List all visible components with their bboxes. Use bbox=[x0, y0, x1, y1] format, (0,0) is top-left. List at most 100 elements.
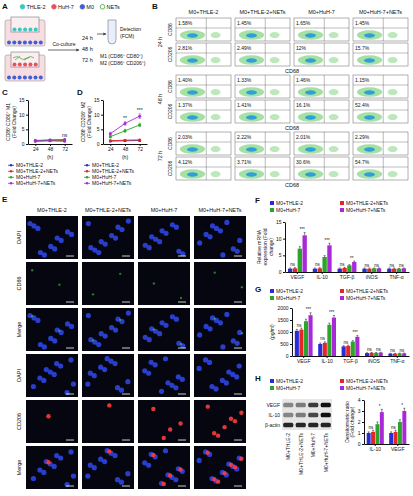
series-line bbox=[110, 139, 139, 141]
axis-title: CD68 bbox=[285, 182, 299, 188]
nucleus bbox=[52, 338, 57, 343]
tick-mark bbox=[362, 433, 364, 434]
nucleus bbox=[207, 360, 212, 365]
signal bbox=[58, 329, 60, 331]
tick: 10 bbox=[276, 236, 285, 242]
nucleus bbox=[112, 361, 117, 366]
band bbox=[283, 423, 293, 427]
gate-value: 2.01% bbox=[296, 134, 311, 140]
plot-frame bbox=[353, 43, 408, 66]
event-core bbox=[246, 33, 257, 37]
legend-icon bbox=[80, 5, 85, 10]
time-label: 72 h bbox=[82, 57, 93, 63]
flow-plot bbox=[353, 18, 408, 41]
nucleus bbox=[92, 465, 97, 470]
event-cloud bbox=[388, 171, 398, 177]
gate-line bbox=[324, 132, 325, 155]
bar bbox=[365, 353, 369, 356]
signal bbox=[107, 403, 111, 407]
nucleus bbox=[180, 343, 185, 348]
nucleus bbox=[115, 317, 120, 322]
tick: TGF-β bbox=[343, 356, 358, 364]
band bbox=[296, 413, 306, 417]
row-label: CD206 bbox=[16, 413, 22, 430]
nucleus bbox=[41, 470, 46, 475]
event-cloud bbox=[298, 112, 323, 122]
tick: VEGF bbox=[291, 272, 305, 280]
tick: 0 bbox=[279, 269, 285, 275]
tick-label: IL-10 bbox=[316, 274, 328, 280]
gate-line bbox=[383, 100, 384, 123]
axis-title: CD86 bbox=[167, 137, 173, 150]
cell bbox=[18, 63, 22, 67]
gate-value: 54.7% bbox=[355, 159, 370, 165]
row-label: 72 h bbox=[157, 151, 163, 162]
nucleus bbox=[102, 367, 107, 372]
plot-marks bbox=[295, 313, 406, 356]
gate-line bbox=[353, 85, 408, 86]
significance: ns bbox=[368, 425, 374, 430]
significance: *** bbox=[137, 107, 143, 113]
event-core bbox=[364, 58, 375, 62]
significance: *** bbox=[352, 330, 358, 335]
signal bbox=[162, 482, 166, 486]
signal bbox=[58, 283, 60, 285]
panel-letter: E bbox=[2, 195, 8, 204]
gate-line bbox=[235, 142, 290, 143]
tick-mark bbox=[290, 320, 292, 321]
readout-label: M2 (CD86⁺ CD206⁺) bbox=[100, 60, 146, 66]
micrograph bbox=[26, 308, 78, 351]
event-core bbox=[305, 115, 316, 119]
band bbox=[321, 403, 331, 407]
legend-label: THLE-2 bbox=[27, 4, 46, 10]
image-ground bbox=[26, 446, 78, 489]
signal bbox=[168, 427, 172, 431]
data-point bbox=[138, 139, 141, 142]
error-bar bbox=[333, 315, 335, 317]
image-ground bbox=[82, 354, 134, 397]
gate-line bbox=[383, 132, 384, 155]
flow-plot bbox=[294, 18, 349, 41]
bar bbox=[370, 353, 374, 356]
micrograph bbox=[138, 262, 190, 305]
error-bar bbox=[371, 352, 373, 353]
cell bbox=[18, 76, 22, 80]
tick-label: 2000 bbox=[277, 305, 288, 311]
event-cloud bbox=[211, 114, 221, 120]
tick: iNOS bbox=[366, 272, 379, 280]
gate-line bbox=[265, 43, 266, 66]
y-axis: 051015 bbox=[94, 97, 104, 147]
event-core bbox=[187, 90, 198, 94]
signal bbox=[178, 421, 182, 425]
error-bar bbox=[124, 122, 126, 126]
tick: 10 bbox=[94, 112, 103, 118]
micrograph bbox=[194, 216, 246, 259]
cell bbox=[34, 41, 38, 45]
band-label: β-actin bbox=[265, 422, 280, 428]
nucleus bbox=[69, 232, 74, 237]
nucleus bbox=[163, 323, 168, 328]
scale-bar bbox=[66, 256, 74, 257]
nucleus bbox=[85, 474, 90, 479]
bar bbox=[323, 343, 327, 356]
event-cloud bbox=[388, 32, 398, 38]
column-header: M0+HuH-7 bbox=[151, 207, 178, 213]
row-label: DAPI bbox=[16, 231, 22, 244]
plot-marks bbox=[367, 408, 407, 444]
scale-bar bbox=[234, 440, 242, 441]
gate-line bbox=[176, 53, 231, 54]
band bbox=[308, 413, 318, 417]
micrograph bbox=[138, 400, 190, 443]
bar bbox=[394, 432, 398, 444]
nucleus bbox=[125, 379, 130, 384]
event-core bbox=[305, 58, 316, 62]
tick: 72 bbox=[137, 144, 143, 152]
panel-letter: B bbox=[152, 2, 158, 11]
plot-frame bbox=[294, 43, 349, 66]
image-ground bbox=[138, 216, 190, 259]
plot-frame bbox=[176, 75, 231, 98]
scale-bar bbox=[122, 440, 130, 441]
bar bbox=[318, 268, 322, 272]
event-cloud bbox=[239, 144, 264, 154]
signal bbox=[212, 431, 216, 435]
